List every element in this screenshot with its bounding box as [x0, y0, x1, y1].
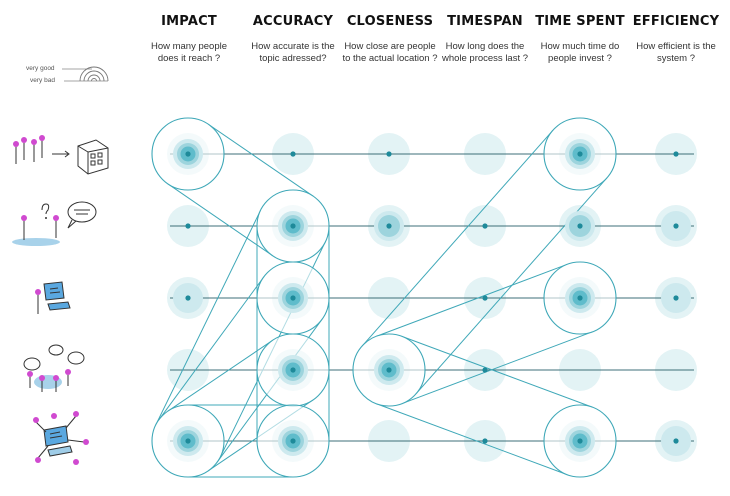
level-dot	[577, 223, 583, 229]
level-dot	[673, 151, 679, 157]
column-header-closeness: CLOSENESS How close are people to the ac…	[342, 14, 438, 65]
column-title: TIMESPAN	[447, 14, 523, 29]
legend-high-label: very good	[26, 65, 55, 72]
path-connector	[401, 335, 593, 408]
column-question: How much time do people invest ?	[540, 41, 620, 64]
path-connector	[158, 276, 265, 420]
column-question: How close are people to the actual locat…	[342, 41, 438, 64]
column-header-efficiency: EFFICIENCY How efficient is the system ?	[628, 14, 724, 65]
level-dot	[185, 438, 191, 444]
path-connector	[376, 263, 568, 337]
column-question: How efficient is the system ?	[636, 41, 716, 64]
legend-scale-icon	[62, 66, 109, 82]
network-screen-icon	[33, 411, 89, 465]
column-title: ACCURACY	[252, 14, 334, 29]
column-question: How accurate is the topic adressed?	[251, 41, 335, 64]
level-dot	[290, 151, 296, 157]
path-connector	[155, 209, 262, 426]
computer-user-icon	[35, 281, 71, 314]
level-dot	[290, 367, 296, 373]
column-title: EFFICIENCY	[632, 14, 720, 29]
level-dot	[185, 223, 191, 229]
column-header-impact: IMPACT How many people does it reach ?	[141, 14, 237, 65]
path-connector	[167, 183, 273, 257]
column-header-accuracy: ACCURACY How accurate is the topic adres…	[245, 14, 341, 65]
path-connector	[167, 339, 274, 412]
level-dot	[185, 295, 191, 301]
level-dot	[482, 367, 488, 373]
level-dot	[386, 223, 392, 229]
group-discussion-icon	[23, 344, 85, 392]
column-header-time-spent: TIME SPENT How much time do people inves…	[532, 14, 628, 65]
path-connector	[376, 403, 568, 476]
column-title: CLOSENESS	[346, 14, 434, 29]
level-dot	[673, 438, 679, 444]
level-dot	[482, 295, 488, 301]
level-dot	[482, 438, 488, 444]
column-header-timespan: TIMESPAN How long does the whole process…	[437, 14, 533, 65]
level-dot	[386, 367, 392, 373]
level-dot	[290, 438, 296, 444]
column-question: How many people does it reach ?	[150, 41, 228, 64]
level-dot	[482, 223, 488, 229]
level-dot	[290, 223, 296, 229]
question-speech-icon	[12, 201, 97, 246]
path-connector	[401, 331, 593, 405]
legend-low-label: very bad	[30, 77, 55, 84]
level-dot	[577, 295, 583, 301]
level-dot	[386, 151, 392, 157]
path-connector	[208, 123, 314, 197]
level-dot	[673, 295, 679, 301]
level-dot	[673, 223, 679, 229]
citizens-to-building-icon	[13, 135, 109, 175]
level-dot	[577, 438, 583, 444]
column-question: How long does the whole process last ?	[441, 41, 529, 64]
level-dot	[185, 151, 191, 157]
level-dot	[290, 295, 296, 301]
column-title: IMPACT	[161, 14, 217, 29]
path-connector	[361, 129, 554, 347]
level-dot	[577, 151, 583, 157]
scale-legend: very good very bad	[20, 56, 120, 92]
column-title: TIME SPENT	[535, 14, 625, 29]
